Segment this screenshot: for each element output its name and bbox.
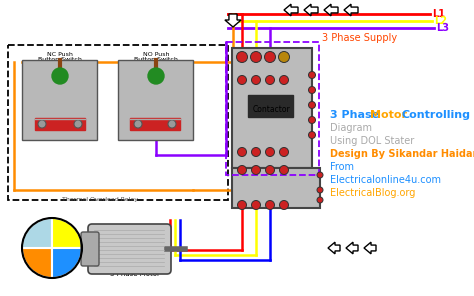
Circle shape [280, 147, 289, 157]
Circle shape [279, 52, 290, 62]
Circle shape [265, 147, 274, 157]
Text: 3 Phase Supply: 3 Phase Supply [322, 33, 398, 43]
Text: Electricalonline4u.com: Electricalonline4u.com [330, 175, 441, 185]
FancyArrow shape [346, 242, 358, 254]
Circle shape [38, 120, 46, 128]
Text: Using DOL Stater: Using DOL Stater [330, 136, 414, 146]
Text: L3: L3 [436, 23, 449, 33]
Text: Button Switch: Button Switch [134, 57, 178, 62]
Circle shape [309, 117, 316, 123]
Circle shape [52, 68, 68, 84]
Circle shape [237, 147, 246, 157]
Circle shape [264, 52, 275, 62]
Circle shape [250, 52, 262, 62]
Text: NO Push: NO Push [143, 52, 169, 57]
Circle shape [317, 172, 323, 178]
Circle shape [280, 200, 289, 210]
Bar [232, 48, 312, 168]
Circle shape [309, 102, 316, 109]
Circle shape [237, 200, 246, 210]
Circle shape [309, 72, 316, 78]
Circle shape [252, 165, 261, 175]
Circle shape [148, 68, 164, 84]
Circle shape [237, 52, 247, 62]
FancyBboxPatch shape [88, 224, 171, 274]
Bar [226, 42, 319, 175]
Circle shape [252, 75, 261, 84]
FancyBboxPatch shape [81, 232, 99, 266]
Bar [35, 118, 85, 130]
Text: Motor: Motor [370, 110, 411, 120]
Text: Thermal Overload Relay: Thermal Overload Relay [62, 197, 138, 202]
FancyArrow shape [324, 4, 338, 16]
Bar [130, 118, 180, 130]
Circle shape [265, 200, 274, 210]
Circle shape [317, 187, 323, 193]
FancyArrow shape [328, 242, 340, 254]
Text: Contactor: Contactor [253, 105, 291, 115]
Text: 3 Phase: 3 Phase [330, 110, 383, 120]
Bar [8, 45, 228, 200]
Text: Button Switch: Button Switch [38, 57, 82, 62]
Bar [232, 168, 320, 208]
Text: From: From [330, 162, 354, 172]
Bar [118, 60, 193, 140]
Circle shape [252, 200, 261, 210]
Circle shape [237, 75, 246, 84]
Text: L1: L1 [432, 9, 445, 19]
Circle shape [74, 120, 82, 128]
Bar [248, 95, 293, 117]
Circle shape [134, 120, 142, 128]
Text: Controlling: Controlling [402, 110, 471, 120]
Text: Design By Sikandar Haidar: Design By Sikandar Haidar [330, 149, 474, 159]
Wedge shape [52, 248, 82, 278]
Circle shape [309, 86, 316, 94]
Circle shape [265, 75, 274, 84]
FancyArrow shape [284, 4, 298, 16]
Circle shape [237, 165, 246, 175]
FancyArrow shape [225, 14, 241, 27]
Bar [22, 60, 97, 140]
Circle shape [309, 131, 316, 139]
Circle shape [280, 165, 289, 175]
Circle shape [280, 75, 289, 84]
Text: NC Push: NC Push [47, 52, 73, 57]
FancyArrow shape [344, 4, 358, 16]
Circle shape [252, 147, 261, 157]
Text: L2: L2 [434, 16, 447, 26]
Text: ElectricalBlog.org: ElectricalBlog.org [330, 188, 415, 198]
Circle shape [317, 197, 323, 203]
Wedge shape [22, 248, 52, 278]
Circle shape [168, 120, 176, 128]
Wedge shape [22, 218, 52, 248]
Text: 3 Phase Motor: 3 Phase Motor [110, 271, 160, 277]
FancyArrow shape [304, 4, 318, 16]
Circle shape [265, 165, 274, 175]
FancyArrow shape [364, 242, 376, 254]
Wedge shape [52, 218, 82, 248]
Text: Diagram: Diagram [330, 123, 372, 133]
